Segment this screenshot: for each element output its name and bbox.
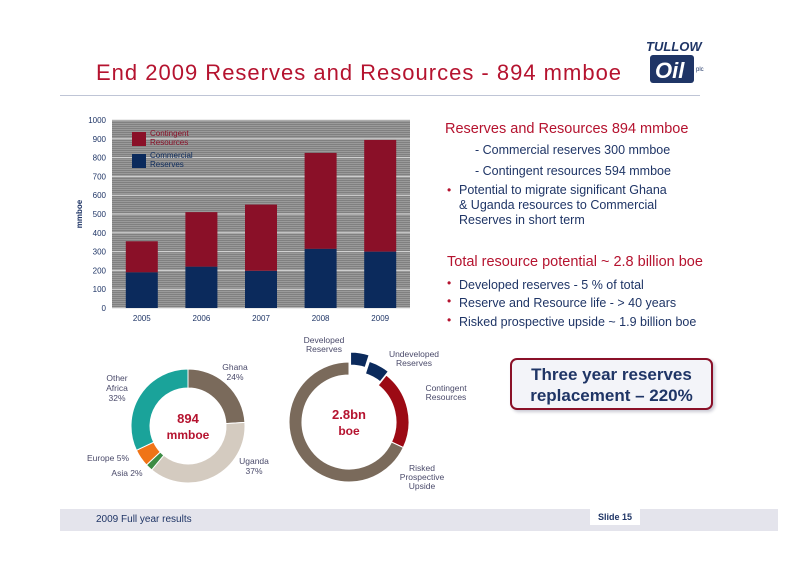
contingent-resources-line: - Contingent resources 594 mmboe [475, 164, 671, 178]
donut1-center-unit: mmboe [167, 428, 210, 442]
bullet-migrate-line3: Reserves in short term [459, 213, 585, 227]
bullet-upside-text: Risked prospective upside ~ 1.9 billion … [459, 315, 697, 329]
resource-donut-chart: 2.8bn boe Developed Reserves Undeveloped R… [288, 335, 467, 491]
commercial-reserves-line: - Commercial reserves 300 mmboe [475, 143, 671, 157]
x-tick-label: 2009 [371, 314, 389, 323]
bar-contingent-resources-2006 [185, 212, 218, 267]
total-potential-heading: Total resource potential ~ 2.8 billion b… [447, 254, 703, 270]
label-risked: Risked Prospective Upside [400, 463, 445, 491]
label-asia: Asia 2% [111, 468, 143, 478]
bullet-migrate-line2: & Uganda resources to Commercial [459, 198, 657, 212]
slice-risked-prospective-upside [288, 361, 404, 483]
y-tick-label: 300 [93, 248, 107, 257]
label-uganda: Uganda [239, 456, 269, 466]
tullow-logo: TULLOW Oil plc [642, 38, 704, 93]
slice-developed-reserves [350, 351, 370, 369]
legend-swatch-commercial [132, 154, 146, 168]
label-europe: Europe 5% [87, 453, 129, 463]
bullet-upside: • Risked prospective upside ~ 1.9 billio… [447, 313, 696, 331]
x-axis-ticks: 2005 2006 2007 2008 2009 [133, 314, 390, 323]
bullet-developed: • Developed reserves - 5 % of total [447, 276, 644, 294]
slide-number: Slide 15 [590, 509, 640, 525]
reserves-heading: Reserves and Resources 894 mmboe [445, 121, 689, 137]
bar-commercial-reserves-2008 [304, 248, 337, 308]
y-tick-label: 1000 [88, 116, 106, 125]
footer-text: 2009 Full year results [96, 514, 192, 525]
bar-legend: Contingent Resources Commercial Reserves [132, 129, 193, 169]
y-tick-label: 600 [93, 191, 107, 200]
region-donut-slices [130, 368, 246, 484]
bullet-life: • Reserve and Resource life - > 40 years [447, 294, 676, 312]
bullet-migrate: • Potential to migrate significant Ghana… [447, 183, 707, 228]
y-tick-label: 800 [93, 154, 107, 163]
donut2-center-unit: boe [338, 424, 360, 438]
label-other-africa-pct: 32% [108, 393, 125, 403]
slice-contingent-resources [377, 374, 410, 449]
donut1-center-value: 894 [177, 411, 199, 426]
callout-line2: replacement – 220% [530, 386, 693, 405]
legend-label-contingent: Contingent Resources [150, 129, 189, 147]
resource-donut-slices [288, 351, 410, 483]
label-developed: Developed Reserves [304, 335, 345, 354]
bar-commercial-reserves-2009 [364, 251, 397, 308]
bar-contingent-resources-2008 [304, 152, 337, 249]
x-tick-label: 2005 [133, 314, 151, 323]
legend-label-commercial: Commercial Reserves [150, 151, 193, 169]
x-tick-label: 2006 [193, 314, 211, 323]
bar-contingent-resources-2005 [125, 241, 158, 273]
label-uganda-pct: 37% [245, 466, 262, 476]
bullet-dot: • [447, 183, 452, 197]
replacement-callout: Three year reserves replacement – 220% [510, 358, 713, 410]
x-tick-label: 2008 [312, 314, 330, 323]
label-undeveloped: Undeveloped Reserves [389, 349, 439, 368]
slide-title: End 2009 Reserves and Resources - 894 mm… [96, 60, 623, 85]
bar-contingent-resources-2009 [364, 139, 397, 252]
callout-line1: Three year reserves [531, 365, 692, 384]
label-ghana: Ghana [222, 362, 248, 372]
y-tick-label: 500 [93, 210, 107, 219]
legend-swatch-contingent [132, 132, 146, 146]
y-axis-ticks: 0 100 200 300 400 500 600 700 800 900 1000 [88, 116, 106, 313]
label-ghana-pct: 24% [226, 372, 243, 382]
logo-wordmark: TULLOW [646, 39, 703, 54]
region-donut-chart: 894 mmboe Ghana 24% Other Africa 32% Euro… [87, 362, 269, 484]
bar-contingent-resources-2007 [245, 204, 277, 271]
bullet-developed-text: Developed reserves - 5 % of total [459, 278, 644, 292]
label-other: Other Africa [106, 373, 128, 393]
y-tick-label: 0 [102, 304, 107, 313]
bullet-dot: • [447, 313, 452, 327]
bar-commercial-reserves-2005 [125, 272, 158, 308]
y-tick-label: 200 [93, 266, 107, 275]
donut2-center-value: 2.8bn [332, 407, 366, 422]
bullet-dot: • [447, 294, 452, 308]
logo-mark: Oil [655, 58, 685, 83]
slice-other-africa [130, 368, 189, 451]
bar-commercial-reserves-2006 [185, 266, 218, 308]
y-axis-label: mmboe [75, 199, 84, 228]
x-tick-label: 2007 [252, 314, 270, 323]
label-contingent: Contingent Resources [425, 383, 467, 402]
y-tick-label: 100 [93, 285, 107, 294]
bullet-dot: • [447, 276, 452, 290]
y-tick-label: 400 [93, 229, 107, 238]
y-tick-label: 700 [93, 172, 107, 181]
bar-commercial-reserves-2007 [245, 270, 277, 308]
bars [125, 139, 397, 308]
bullet-life-text: Reserve and Resource life - > 40 years [459, 296, 677, 310]
logo-suffix: plc [696, 67, 704, 73]
bullet-migrate-line1: Potential to migrate significant Ghana [459, 183, 667, 197]
y-tick-label: 900 [93, 135, 107, 144]
title-divider [60, 95, 700, 96]
slice-undeveloped-reserves [364, 360, 389, 383]
